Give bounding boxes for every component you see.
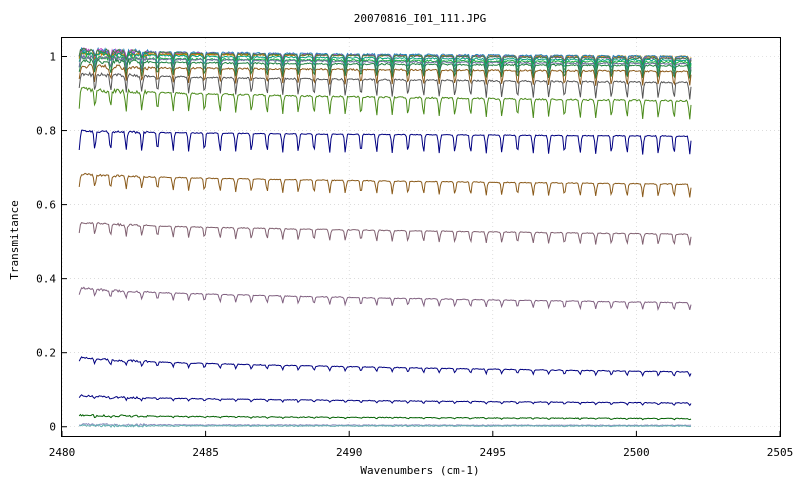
chart-title: 20070816_I01_111.JPG <box>354 12 486 25</box>
series-line <box>78 71 692 100</box>
y-tick-label: 0.2 <box>36 347 56 360</box>
series-line <box>78 356 692 378</box>
x-tick-label: 2500 <box>623 446 650 459</box>
y-axis-ticks: 0 0.2 0.4 0.6 0.8 1 <box>36 51 67 434</box>
series-line <box>78 413 692 421</box>
series-line <box>78 57 692 79</box>
y-axis-label: Transmitance <box>8 200 21 279</box>
plot-frame <box>61 37 781 437</box>
series-line <box>78 86 692 120</box>
series-line <box>79 423 692 428</box>
y-tick-label: 0.4 <box>36 273 56 286</box>
x-tick-label: 2495 <box>480 446 507 459</box>
y-tick-label: 1 <box>49 51 56 64</box>
series-line <box>78 46 692 64</box>
y-tick-label: 0.6 <box>36 199 56 212</box>
series-line <box>78 129 692 155</box>
series-line <box>78 53 692 77</box>
series-line <box>78 63 692 86</box>
x-tick-label: 2505 <box>767 446 794 459</box>
series-line <box>78 394 692 407</box>
x-axis-ticks: 2480 2485 2490 2495 2500 2505 <box>49 431 794 459</box>
y-tick-label: 0 <box>49 421 56 434</box>
series-line <box>78 172 692 198</box>
series-lines <box>78 46 692 428</box>
x-tick-label: 2490 <box>336 446 363 459</box>
series-line <box>78 286 692 312</box>
x-tick-label: 2480 <box>49 446 76 459</box>
series-line <box>78 221 692 246</box>
x-tick-label: 2485 <box>192 446 219 459</box>
y-tick-label: 0.8 <box>36 125 56 138</box>
series-line <box>78 47 692 68</box>
series-line <box>78 50 692 71</box>
x-axis-label: Wavenumbers (cm-1) <box>360 464 479 477</box>
